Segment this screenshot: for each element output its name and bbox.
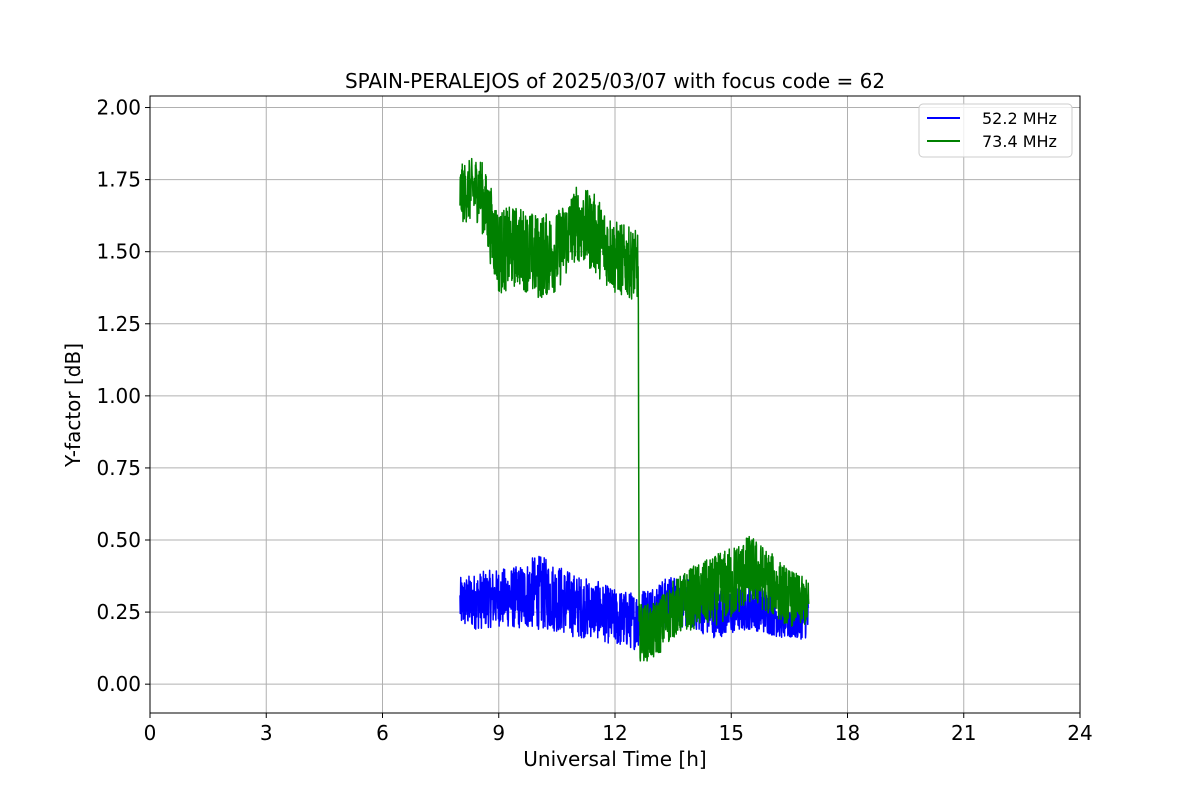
series-line-52mhz xyxy=(459,555,810,651)
chart-title: SPAIN-PERALEJOS of 2025/03/07 with focus… xyxy=(345,69,885,93)
x-tick-label: 12 xyxy=(602,721,627,745)
y-axis-ticks: 0.00 0.25 0.50 0.75 1.00 1.25 1.50 1.75 2.00 xyxy=(96,96,150,696)
legend-label-52mhz: 52.2 MHz xyxy=(982,109,1057,128)
y-tick-label: 1.00 xyxy=(96,384,141,408)
y-tick-label: 1.25 xyxy=(96,312,141,336)
series-line-73mhz xyxy=(459,157,810,662)
y-tick-label: 2.00 xyxy=(96,96,141,120)
x-tick-label: 15 xyxy=(719,721,744,745)
y-tick-label: 0.25 xyxy=(96,600,141,624)
x-tick-label: 24 xyxy=(1067,721,1092,745)
x-tick-label: 21 xyxy=(951,721,976,745)
x-tick-label: 3 xyxy=(260,721,273,745)
x-axis-ticks: 0 3 6 9 12 15 18 21 24 xyxy=(144,713,1093,745)
legend: 52.2 MHz 73.4 MHz xyxy=(918,103,1073,158)
x-axis-label: Universal Time [h] xyxy=(523,747,706,771)
x-tick-label: 6 xyxy=(376,721,389,745)
y-tick-label: 0.75 xyxy=(96,456,141,480)
x-tick-label: 9 xyxy=(492,721,505,745)
y-axis-label: Y-factor [dB] xyxy=(61,343,85,468)
x-tick-label: 18 xyxy=(835,721,860,745)
legend-label-73mhz: 73.4 MHz xyxy=(982,132,1057,151)
series-layer xyxy=(459,157,810,662)
grid-lines xyxy=(149,96,1081,713)
x-tick-label: 0 xyxy=(144,721,157,745)
y-tick-label: 0.00 xyxy=(96,672,141,696)
y-tick-label: 0.50 xyxy=(96,528,141,552)
y-tick-label: 1.50 xyxy=(96,240,141,264)
y-tick-label: 1.75 xyxy=(96,168,141,192)
